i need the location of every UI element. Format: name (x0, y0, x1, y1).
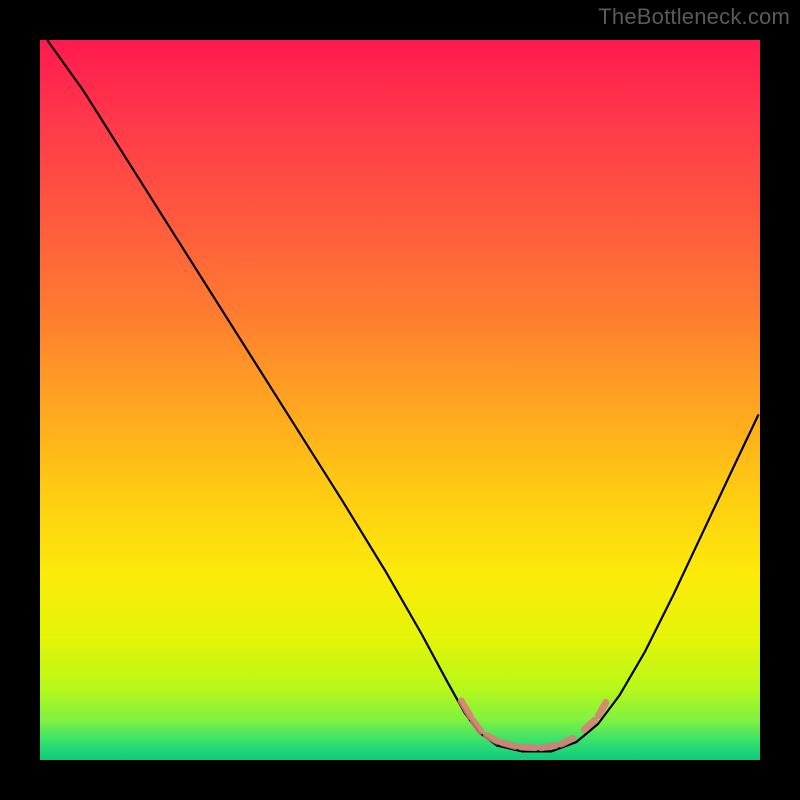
confidence-segment (521, 747, 535, 748)
confidence-segment (502, 743, 515, 747)
bottleneck-chart (0, 0, 800, 800)
plot-background (40, 40, 760, 760)
chart-frame: TheBottleneck.com (0, 0, 800, 800)
confidence-segment (541, 746, 555, 748)
